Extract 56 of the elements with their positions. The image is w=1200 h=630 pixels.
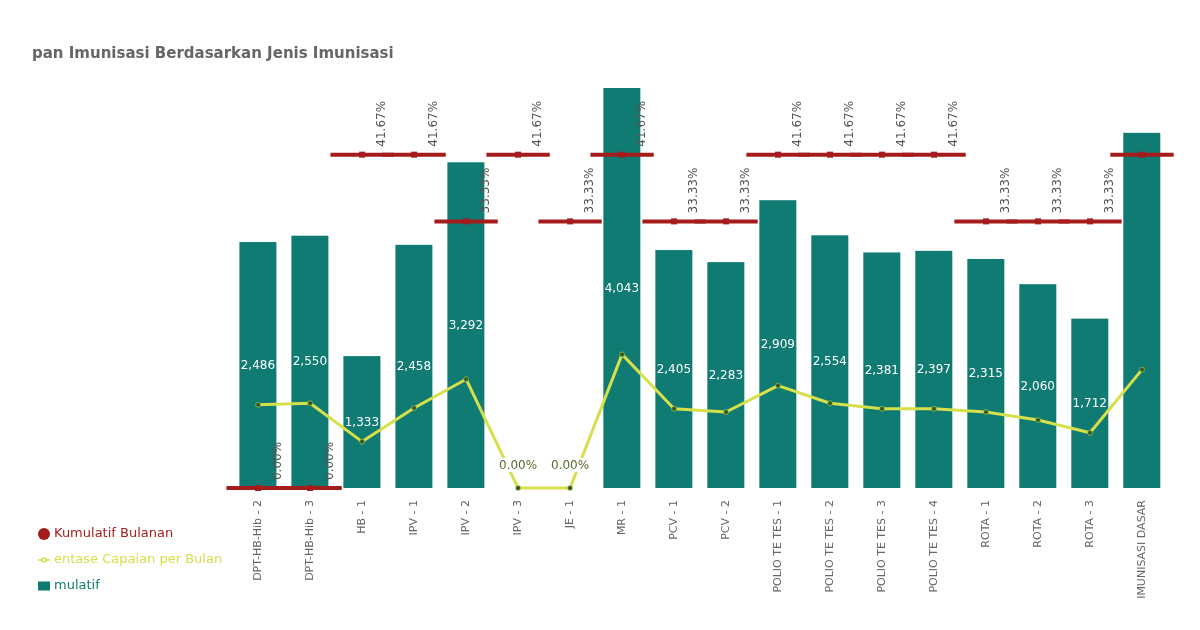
chart-title: pan Imunisasi Berdasarkan Jenis Imunisasi xyxy=(32,44,394,62)
data-label: 2,381 xyxy=(864,362,899,377)
data-label: 2,060 xyxy=(1020,378,1055,393)
x-tick-label: POLIO TE TES - 2 xyxy=(823,500,837,593)
data-label: 2,405 xyxy=(656,361,692,376)
data-label: 41.67% xyxy=(789,100,804,147)
data-label: 2,486 xyxy=(240,357,276,372)
data-label: 1,333 xyxy=(344,414,380,429)
data-label: 41.67% xyxy=(841,100,856,147)
data-label: 4,043 xyxy=(604,280,640,295)
x-tick-label: HB - 1 xyxy=(355,500,369,534)
x-tick-label: DPT-HB-Hib - 3 xyxy=(303,500,317,581)
data-label: 2,458 xyxy=(396,358,432,373)
data-label: 41.67% xyxy=(425,100,440,147)
x-tick-label: IPV - 3 xyxy=(511,500,525,536)
data-label: 0.00% xyxy=(269,441,284,480)
data-label: 2,554 xyxy=(812,354,848,369)
data-label: 2,909 xyxy=(760,336,796,351)
data-label: 2,397 xyxy=(916,361,951,376)
data-label: 33.33% xyxy=(1101,167,1116,214)
data-label: 41.67% xyxy=(373,100,388,147)
data-label: 41.67% xyxy=(529,100,544,147)
data-label: 2,550 xyxy=(292,354,328,369)
data-label: 1,712 xyxy=(1072,395,1107,410)
data-label: 0.00% xyxy=(321,441,336,480)
data-label: 0.00% xyxy=(499,457,538,472)
x-tick-label: DPT-HB-Hib - 2 xyxy=(251,500,265,581)
x-tick-label: POLIO TE TES - 1 xyxy=(771,500,785,593)
data-label: 41.67% xyxy=(633,100,648,147)
x-tick-label: ROTA - 2 xyxy=(1031,500,1045,548)
x-tick-label: IPV - 1 xyxy=(407,500,421,536)
x-tick-label: ROTA - 1 xyxy=(979,500,993,548)
data-label: 0.00% xyxy=(551,457,590,472)
x-tick-label: JE - 1 xyxy=(563,500,577,530)
data-label: 2,283 xyxy=(708,367,744,382)
x-tick-label: ROTA - 3 xyxy=(1083,500,1097,548)
data-label: 33.33% xyxy=(477,167,492,214)
x-tick-label: IPV - 2 xyxy=(459,500,473,536)
data-label: 33.33% xyxy=(581,167,596,214)
data-label: 33.33% xyxy=(685,167,700,214)
data-label: 2,315 xyxy=(968,365,1003,380)
legend-label: Kumulatif Bulanan xyxy=(54,525,174,540)
legend-label: mulatif xyxy=(54,577,100,592)
x-tick-label: MR - 1 xyxy=(615,500,629,536)
x-tick-label: IMUNISASI DASAR xyxy=(1135,499,1148,599)
x-tick-label: POLIO TE TES - 4 xyxy=(927,500,941,593)
data-label: 33.33% xyxy=(737,167,752,214)
data-label: 33.33% xyxy=(1049,167,1064,214)
data-label: 41.67% xyxy=(893,100,908,147)
legend-label: entase Capaian per Bulan xyxy=(54,551,223,566)
data-label: 33.33% xyxy=(997,167,1012,214)
data-label: 3,292 xyxy=(448,317,484,332)
data-label: 41.67% xyxy=(945,100,960,147)
x-tick-label: PCV - 2 xyxy=(719,500,733,540)
x-tick-label: POLIO TE TES - 3 xyxy=(875,500,889,593)
x-tick-label: PCV - 1 xyxy=(667,500,681,540)
